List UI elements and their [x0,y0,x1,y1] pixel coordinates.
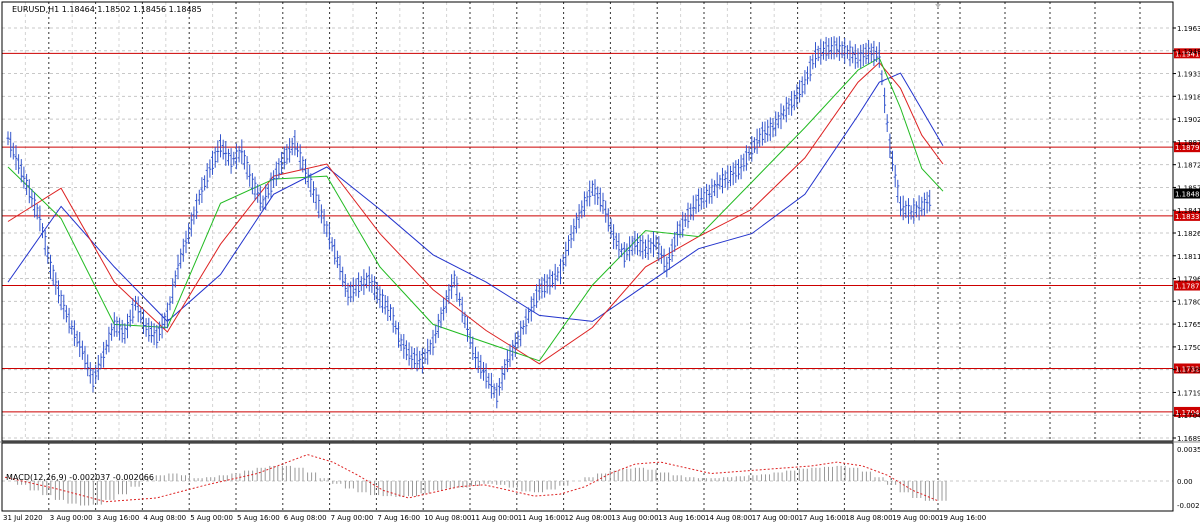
x-tick-label: 13 Aug 00:00 [611,514,658,522]
y-tick-label: 1.17500 [1177,344,1200,352]
macd-pane-frame [1,442,1174,512]
x-tick-label: 18 Aug 08:00 [845,514,892,522]
chart-title: EURUSD,H1 1.18464 1.18502 1.18456 1.1848… [12,5,202,14]
price-series [6,36,932,409]
macd-y-tick-label: -0.00226 [1177,502,1200,510]
y-tick-label: 1.19025 [1177,116,1200,124]
level-badge [1174,210,1200,221]
x-tick-label: 17 Aug 00:00 [752,514,799,522]
current-price-badge [1174,188,1200,199]
level-label: 1.17042 [1175,409,1200,417]
y-tick-label: 1.17655 [1177,321,1200,329]
y-tick-label: 1.19180 [1177,93,1200,101]
x-tick-label: 13 Aug 16:00 [658,514,705,522]
y-tick-label: 1.17960 [1177,276,1200,284]
y-tick-label: 1.17045 [1177,412,1200,420]
y-tick-label: 1.17805 [1177,298,1200,306]
moving-averages [7,57,944,365]
level-label: 1.17877 [1175,283,1200,291]
y-tick-label: 1.18415 [1177,207,1200,215]
x-tick-label: 3 Aug 00:00 [50,514,93,522]
x-tick-label: 4 Aug 08:00 [143,514,186,522]
y-tick-label: 1.19635 [1177,25,1200,33]
y-tick-label: 1.19330 [1177,71,1200,79]
x-tick-label: 6 Aug 08:00 [284,514,327,522]
x-tick-label: 14 Aug 08:00 [705,514,752,522]
y-tick-label: 1.16890 [1177,435,1200,443]
level-badge [1174,48,1200,59]
x-tick-label: 31 Jul 2020 [3,514,43,522]
macd-title: MACD(12,26,9) -0.002037 -0.002066 [6,473,154,482]
x-tick-label: 19 Aug 16:00 [939,514,986,522]
shift-marker-icon [935,4,941,8]
grid [2,2,1173,511]
y-tick-label: 1.17195 [1177,389,1200,397]
moving-average-mid [7,61,944,365]
x-tick-label: 5 Aug 16:00 [237,514,280,522]
moving-average-slow [7,72,944,323]
x-tick-label: 10 Aug 08:00 [424,514,471,522]
level-label: 1.18337 [1175,213,1200,221]
y-tick-label: 1.18265 [1177,230,1200,238]
macd-y-tick-label: 0.00 [1177,478,1193,486]
macd-y-tick-label: 0.00355 [1177,446,1200,454]
level-badge [1174,280,1200,291]
y-tick-label: 1.18110 [1177,253,1200,261]
y-tick-label: 1.17350 [1177,367,1200,375]
x-tick-label: 7 Aug 00:00 [331,514,374,522]
x-tick-label: 11 Aug 00:00 [471,514,518,522]
level-badge [1174,142,1200,153]
x-tick-label: 7 Aug 16:00 [377,514,420,522]
x-tick-label: 19 Aug 00:00 [892,514,939,522]
y-tick-label: 1.19485 [1177,48,1200,56]
y-tick-label: 1.18720 [1177,162,1200,170]
x-tick-label: 5 Aug 00:00 [190,514,233,522]
macd-indicator [2,454,1173,506]
x-tick-label: 17 Aug 16:00 [799,514,846,522]
moving-average-fast [7,57,944,362]
level-badge [1174,363,1200,374]
level-label: 1.17329 [1175,365,1200,373]
y-tick-label: 1.18570 [1177,184,1200,192]
x-tick-label: 11 Aug 16:00 [518,514,565,522]
x-tick-label: 3 Aug 16:00 [97,514,140,522]
current-price-label: 1.18485 [1175,190,1200,198]
level-badge [1174,406,1200,417]
y-tick-label: 1.18875 [1177,139,1200,147]
x-tick-label: 12 Aug 08:00 [565,514,612,522]
main-pane-frame [1,1,1174,442]
